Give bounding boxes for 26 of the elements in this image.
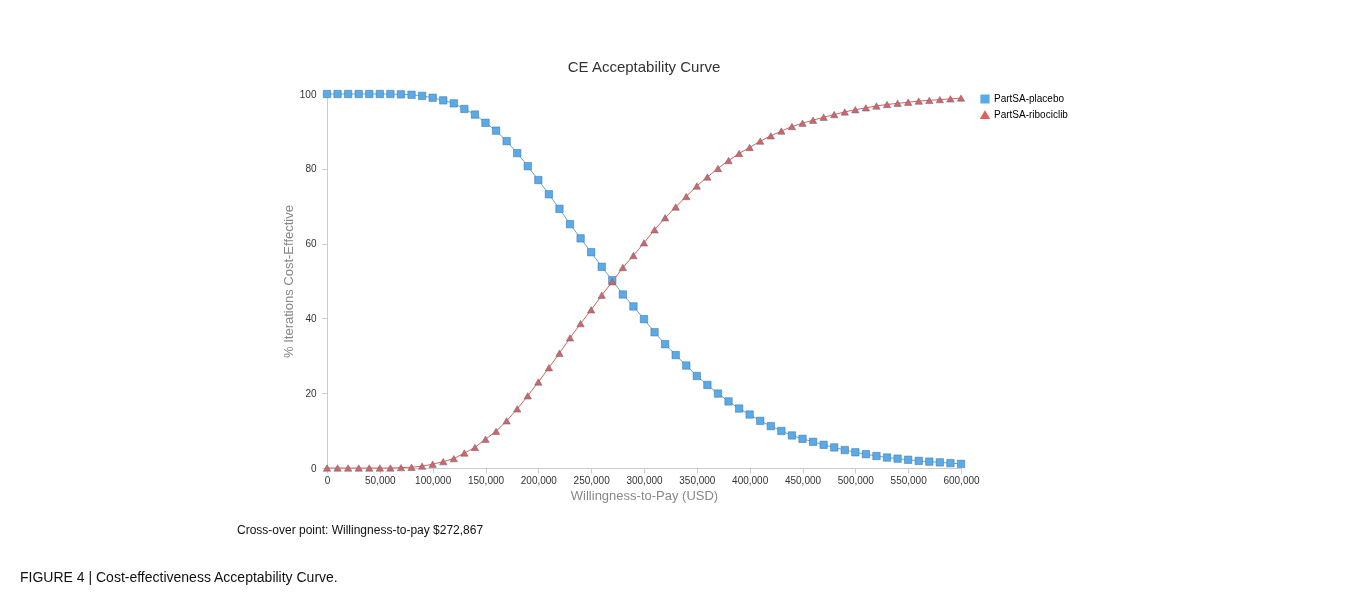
x-axis-title: Willingness-to-Pay (USD) xyxy=(570,487,719,503)
y-tick-label: 0 xyxy=(310,462,317,474)
x-tick-label: 350,000 xyxy=(679,474,716,486)
x-tick-label: 50,000 xyxy=(365,474,397,486)
x-tick-label: 100,000 xyxy=(415,474,452,486)
y-tick-label: 100 xyxy=(299,88,317,100)
y-tick-label: 80 xyxy=(305,163,317,175)
x-tick-label: 500,000 xyxy=(837,474,875,486)
y-tick-label: 60 xyxy=(305,238,317,250)
chart-title: CE Acceptability Curve xyxy=(567,58,721,75)
x-tick-label: 250,000 xyxy=(573,474,611,486)
x-tick-label: 150,000 xyxy=(467,474,505,486)
y-axis-title: % Iterations Cost-Effective xyxy=(280,205,296,358)
x-tick-label: 550,000 xyxy=(890,474,928,486)
x-tick-label: 400,000 xyxy=(732,474,769,486)
x-tick-label: 0 xyxy=(324,474,331,486)
legend-label: PartSA-placebo xyxy=(994,93,1065,104)
y-tick-label: 20 xyxy=(305,387,317,399)
x-tick-label: 200,000 xyxy=(520,474,558,486)
text: Cross-over point: Willingness-to-pay $272,867 xyxy=(237,523,484,537)
y-tick-label: 40 xyxy=(305,312,317,324)
legend-label: PartSA-ribociclib xyxy=(994,109,1069,120)
x-tick-label: 300,000 xyxy=(626,474,664,486)
x-tick-label: 450,000 xyxy=(784,474,822,486)
x-tick-label: 600,000 xyxy=(943,474,981,486)
caption: FIGURE 4 | Cost-effectiveness Acceptability Curve. xyxy=(20,569,338,585)
